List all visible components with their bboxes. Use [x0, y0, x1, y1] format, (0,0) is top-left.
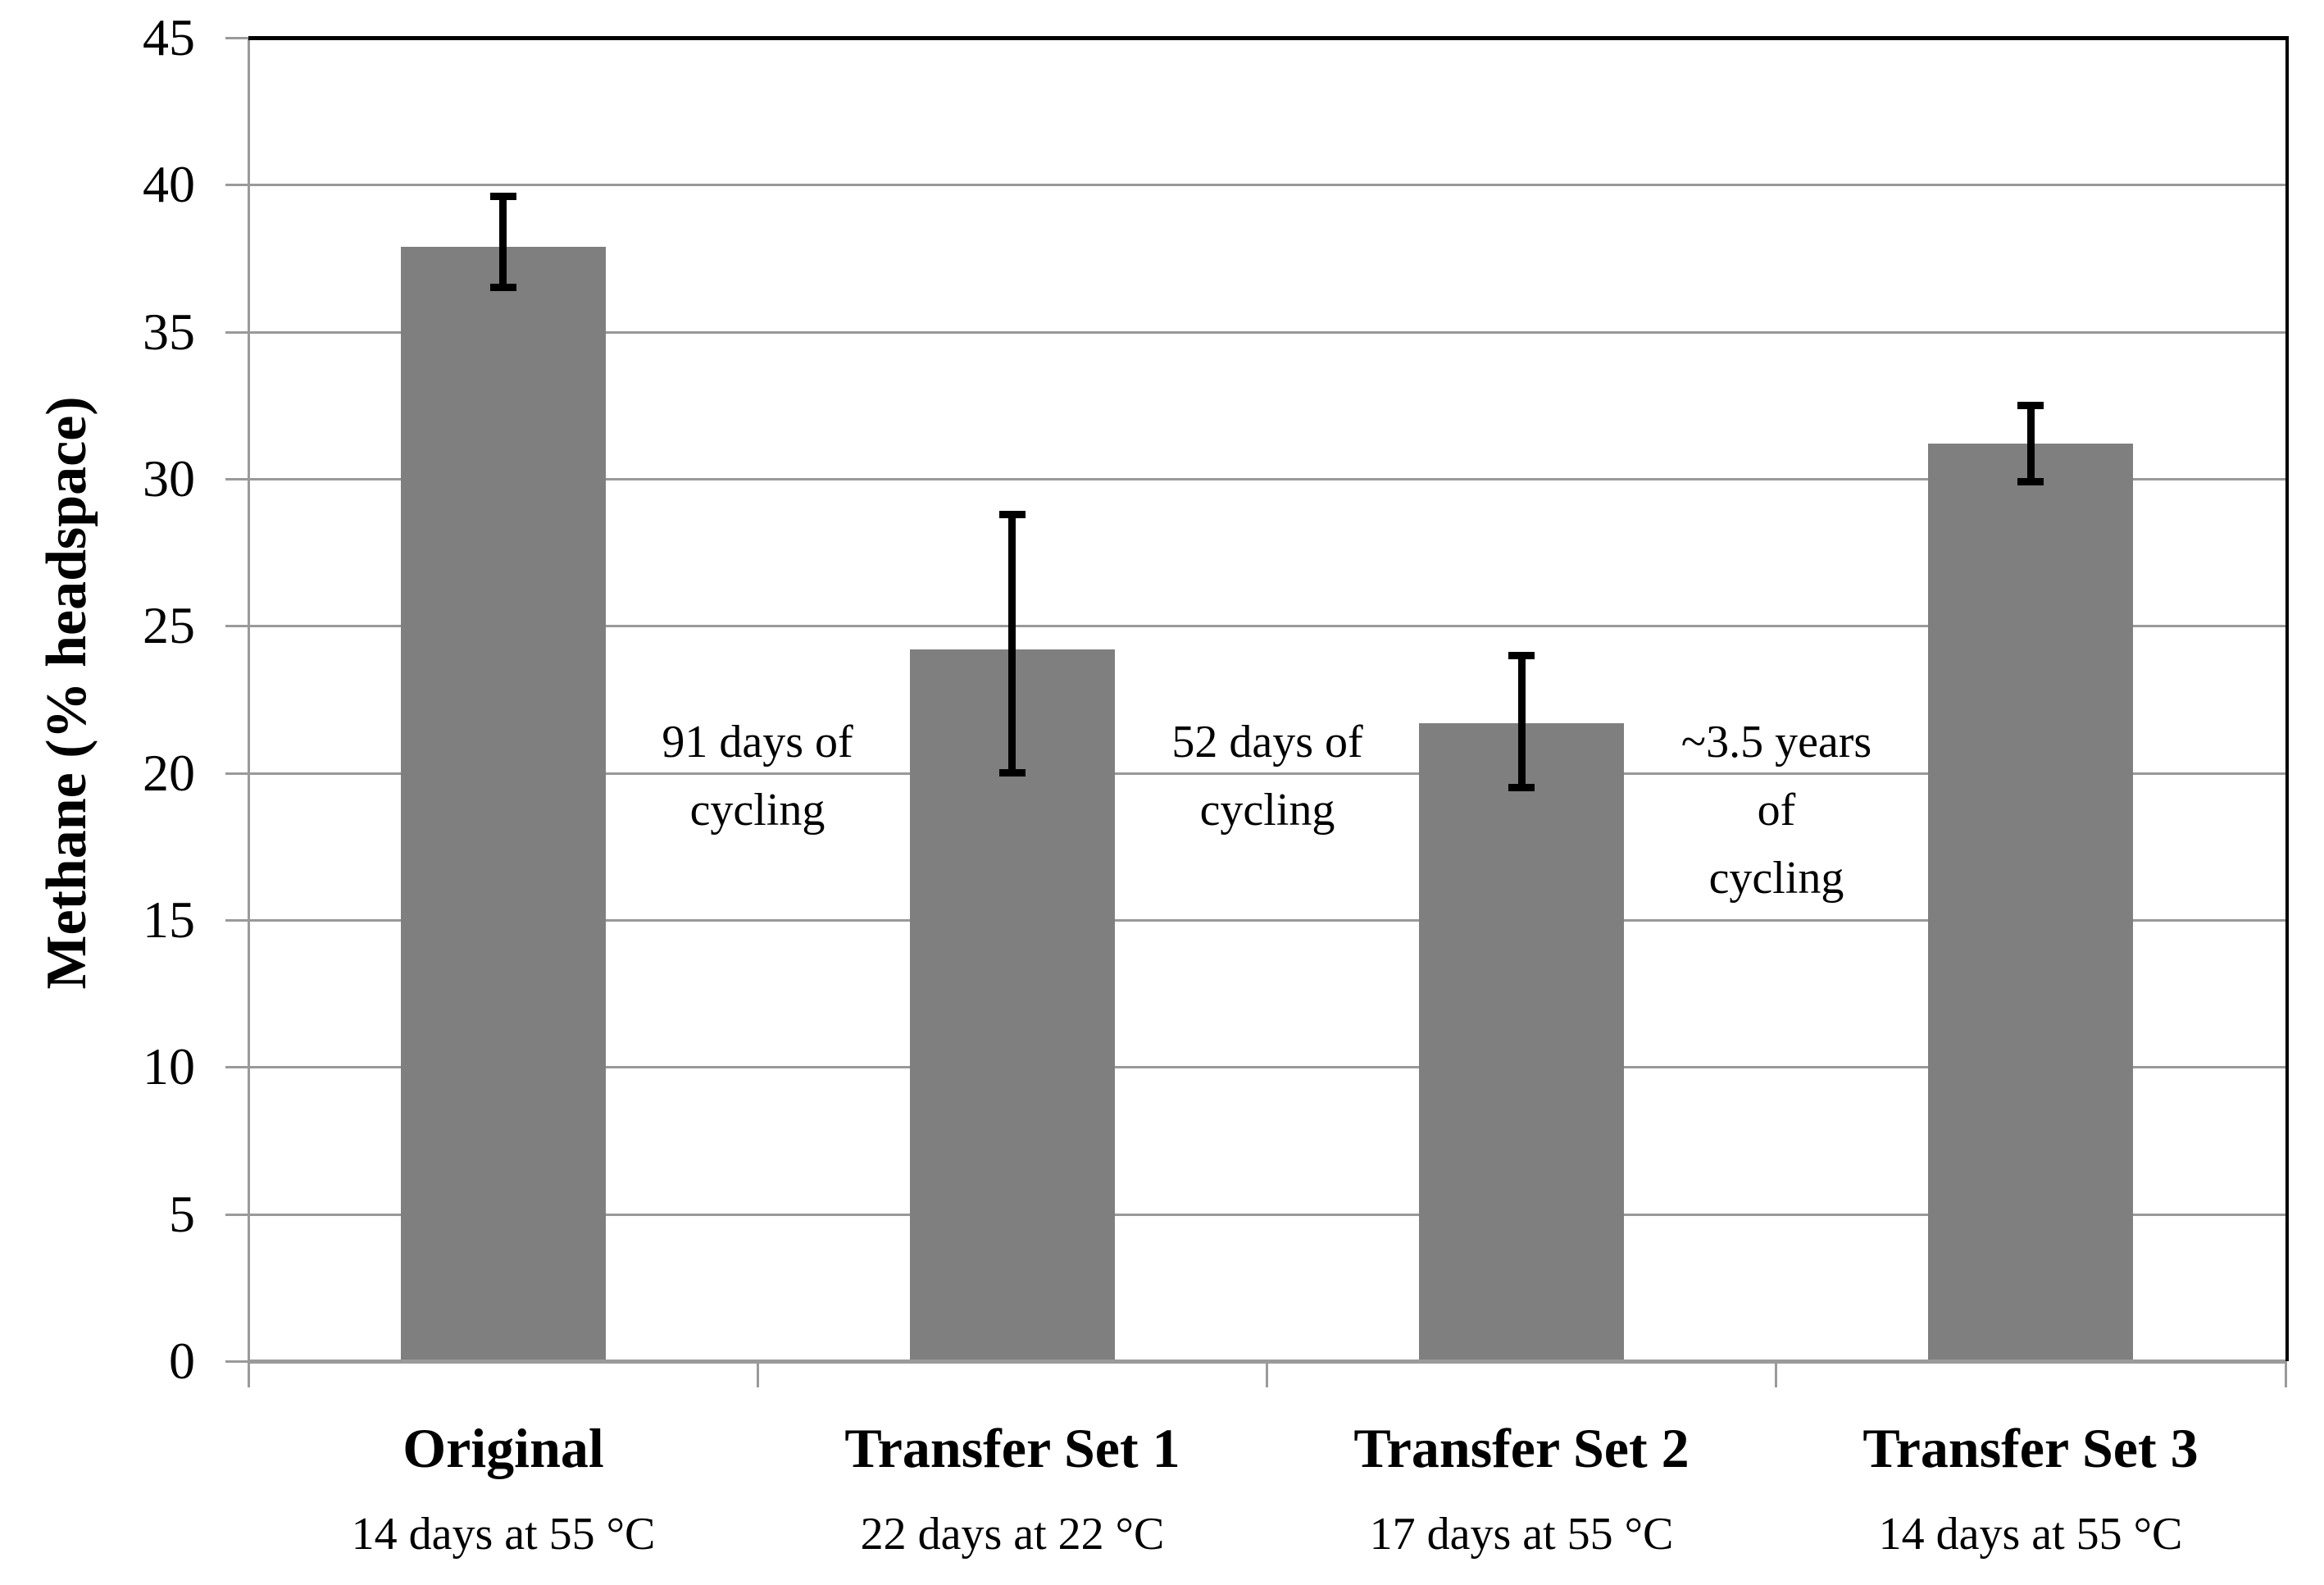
y-tick-label-30: 30 [143, 449, 195, 508]
category-sublabel-1: 14 days at 55 °C [351, 1509, 656, 1560]
error-bar-cap-bottom-4 [2017, 478, 2044, 485]
y-tick-label-5: 5 [169, 1185, 195, 1243]
error-bar-cap-bottom-1 [490, 284, 516, 291]
x-tick-mark-1 [757, 1361, 759, 1387]
frame-right [2285, 36, 2289, 1361]
frame-top [248, 36, 2289, 40]
error-bar-line-2 [1008, 514, 1016, 773]
x-tick-mark-2 [1266, 1361, 1268, 1387]
category-label-1: Original [402, 1417, 604, 1479]
error-bar-cap-top-3 [1508, 652, 1535, 659]
category-label-3: Transfer Set 2 [1353, 1417, 1690, 1479]
y-tick-mark-45 [225, 37, 248, 39]
gridline-30 [248, 478, 2285, 481]
category-sublabel-3: 17 days at 55 °C [1369, 1509, 1674, 1560]
y-tick-mark-20 [225, 772, 248, 775]
annotation-3: ~3.5 years of cycling [1680, 717, 1872, 904]
bar-transfer-set-3 [1928, 444, 2133, 1361]
x-axis-baseline [248, 1360, 2285, 1364]
annotation-1: 91 days of cycling [662, 717, 853, 836]
y-tick-label-35: 35 [143, 303, 195, 361]
y-tick-label-15: 15 [143, 890, 195, 949]
bar-original [401, 247, 606, 1361]
error-bar-line-4 [2027, 405, 2035, 481]
y-tick-mark-35 [225, 331, 248, 334]
category-sublabel-4: 14 days at 55 °C [1878, 1509, 2183, 1560]
y-axis-line [248, 38, 250, 1387]
annotation-2: 52 days of cycling [1171, 717, 1363, 836]
category-label-2: Transfer Set 1 [844, 1417, 1180, 1479]
y-axis-title: Methane (% headspace) [35, 396, 98, 990]
gridline-5 [248, 1214, 2285, 1216]
error-bar-cap-top-4 [2017, 402, 2044, 409]
category-label-4: Transfer Set 3 [1862, 1417, 2199, 1479]
bar-transfer-set-2 [1419, 723, 1624, 1361]
error-bar-cap-bottom-2 [999, 769, 1026, 777]
y-tick-mark-0 [225, 1360, 248, 1363]
y-tick-label-45: 45 [143, 8, 195, 66]
gridline-15 [248, 919, 2285, 922]
gridline-35 [248, 331, 2285, 334]
gridline-25 [248, 625, 2285, 627]
x-tick-mark-4 [2285, 1361, 2287, 1387]
gridline-10 [248, 1066, 2285, 1068]
error-bar-cap-bottom-3 [1508, 784, 1535, 791]
category-sublabel-2: 22 days at 22 °C [860, 1509, 1165, 1560]
error-bar-cap-top-1 [490, 193, 516, 200]
y-tick-label-20: 20 [143, 744, 195, 802]
y-tick-mark-30 [225, 478, 248, 481]
gridline-40 [248, 184, 2285, 186]
y-tick-mark-10 [225, 1066, 248, 1068]
y-tick-label-10: 10 [143, 1037, 195, 1095]
y-tick-mark-15 [225, 919, 248, 922]
y-tick-mark-40 [225, 184, 248, 186]
gridline-20 [248, 772, 2285, 775]
y-tick-label-40: 40 [143, 155, 195, 213]
error-bar-cap-top-2 [999, 511, 1026, 518]
y-tick-mark-5 [225, 1214, 248, 1216]
y-tick-mark-25 [225, 625, 248, 627]
error-bar-line-3 [1518, 655, 1526, 787]
error-bar-line-1 [499, 197, 507, 288]
x-tick-mark-3 [1775, 1361, 1777, 1387]
y-tick-label-0: 0 [169, 1332, 195, 1390]
y-tick-label-25: 25 [143, 596, 195, 654]
